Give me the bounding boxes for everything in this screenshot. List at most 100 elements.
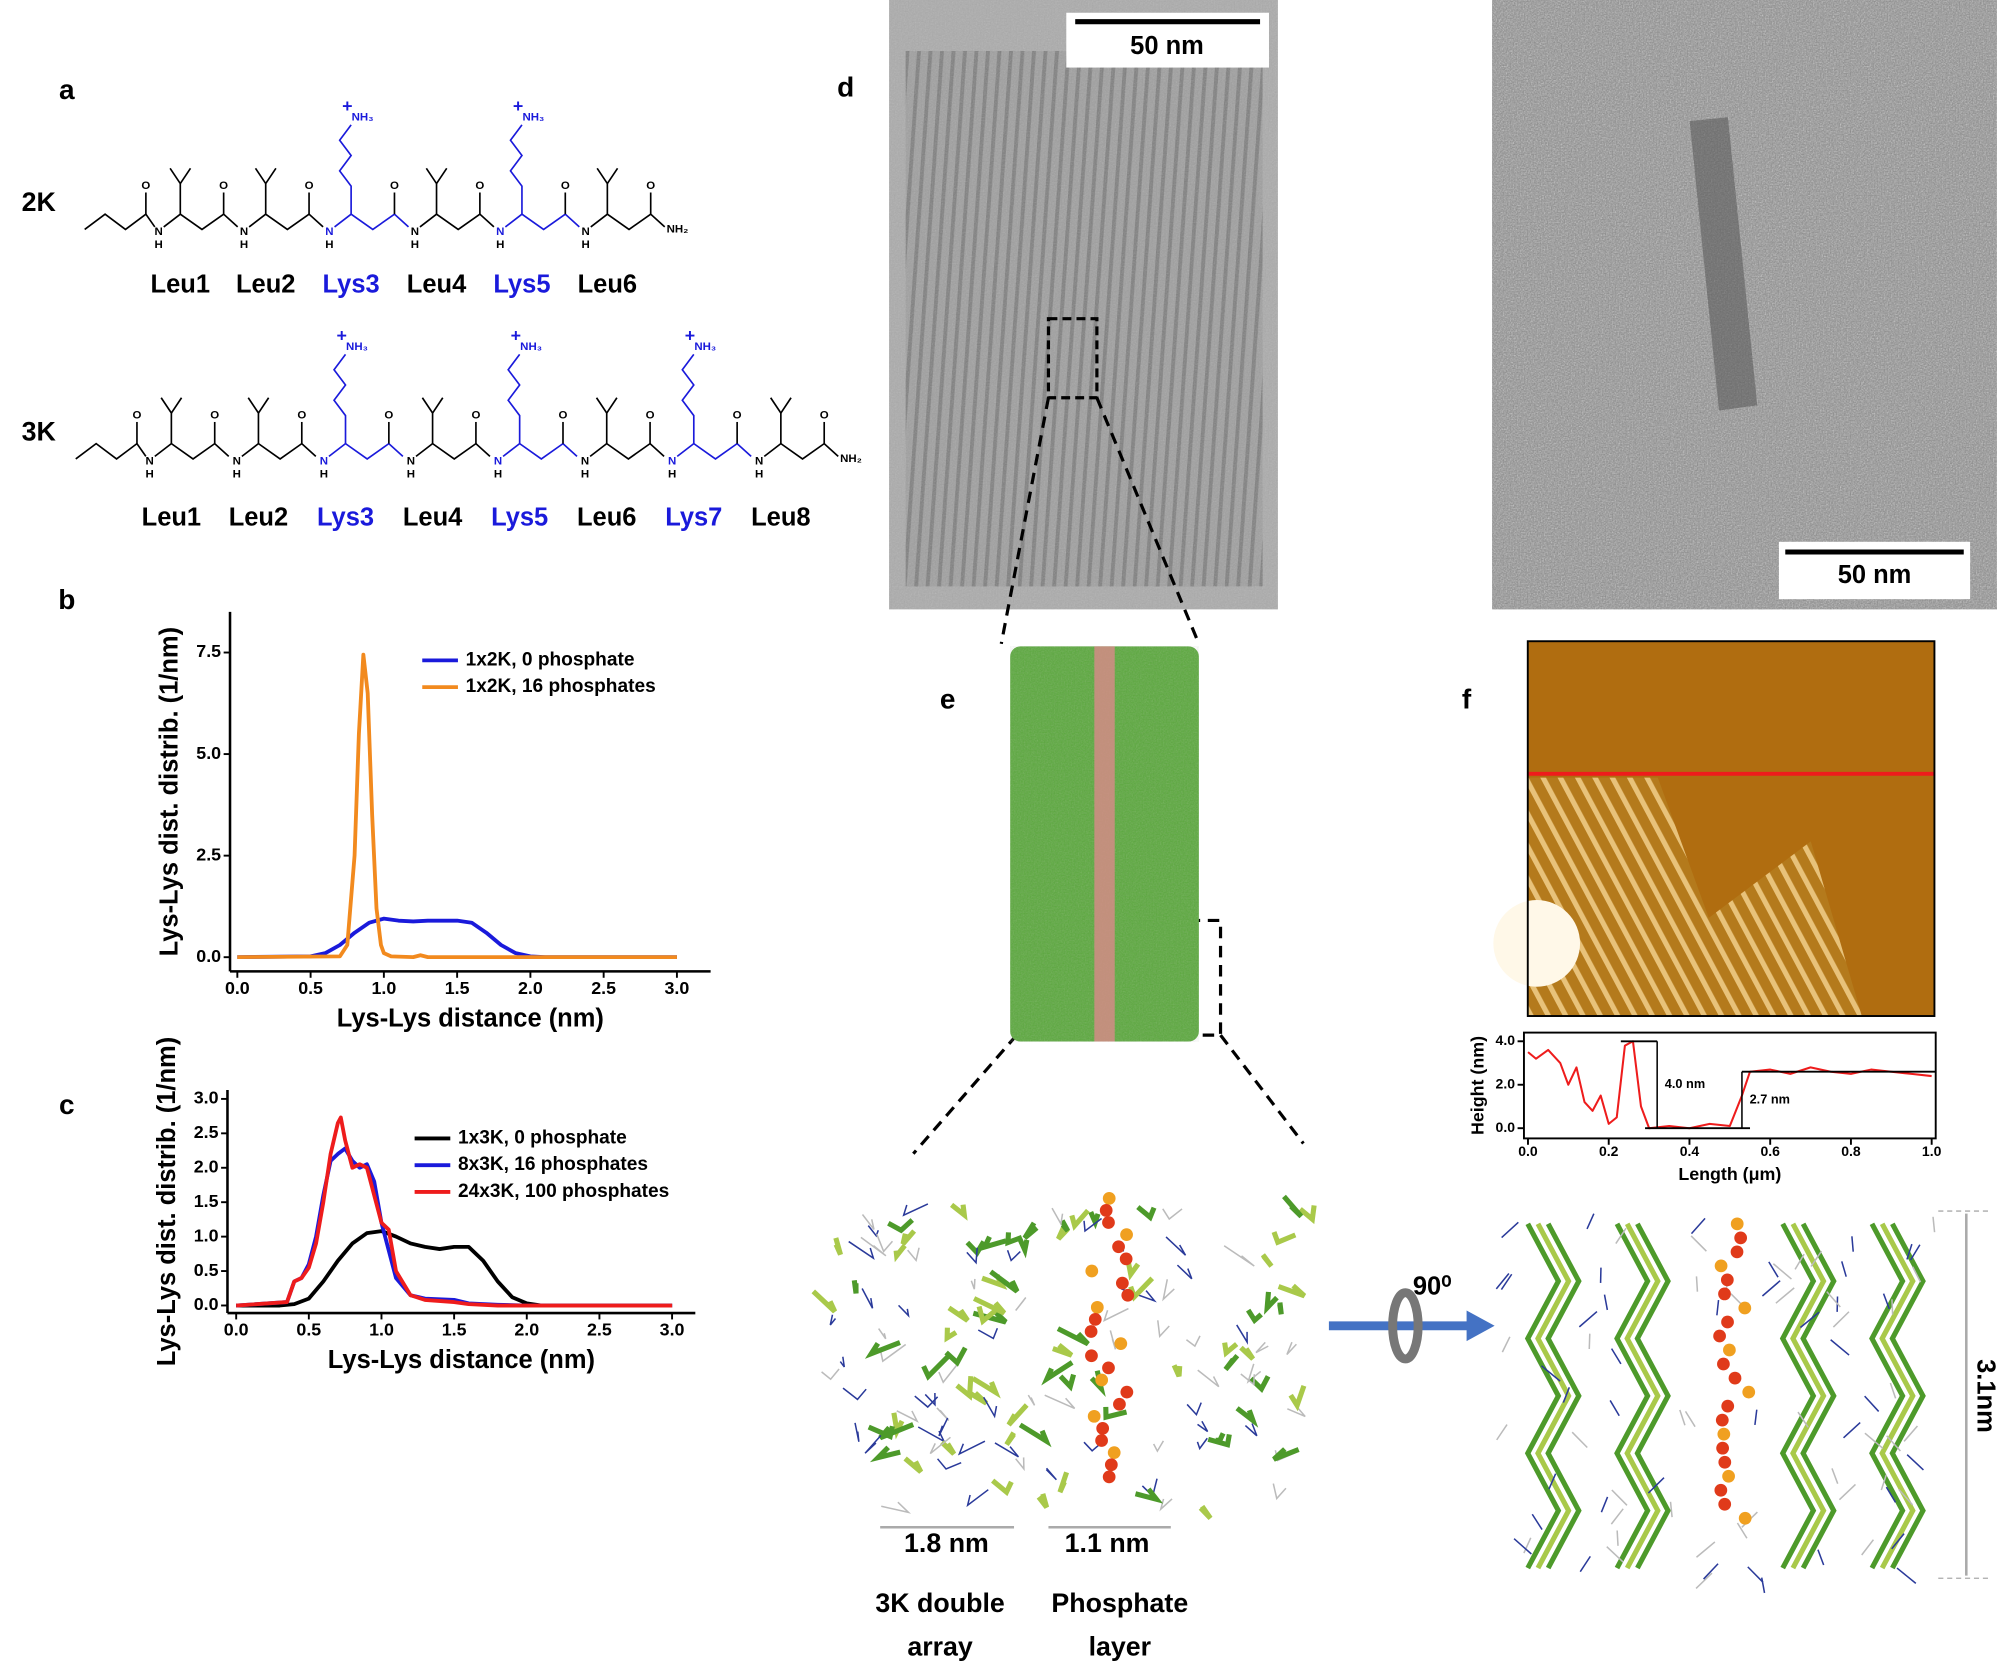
phosphate-atom	[1715, 1260, 1728, 1273]
stick	[1158, 1320, 1169, 1336]
atom-label: N	[411, 226, 419, 238]
bond	[248, 398, 258, 444]
atom-label: N	[496, 226, 504, 238]
stick	[888, 1220, 912, 1230]
y-axis-label: Lys-Lys dist. distrib. (1/nm)	[156, 627, 184, 956]
phosphate-atom	[1716, 1414, 1729, 1427]
panel-label: b	[58, 584, 75, 615]
side-chain	[1696, 1276, 1697, 1291]
y-tick-label: 4.0	[1496, 1032, 1516, 1048]
stick	[813, 1291, 834, 1311]
side-chain	[1611, 1509, 1623, 1524]
data-line	[236, 1231, 672, 1305]
bond	[607, 168, 617, 183]
stick	[984, 1397, 997, 1416]
y-axis-label: Lys-Lys dist. distrib. (1/nm)	[153, 1037, 181, 1366]
stick	[952, 1205, 965, 1215]
bond	[256, 168, 266, 214]
stick	[1198, 1421, 1208, 1431]
stick	[1060, 1375, 1073, 1387]
panel-label: c	[59, 1089, 75, 1120]
residue-label: Leu4	[407, 270, 467, 298]
atom-label: O	[559, 410, 568, 422]
stick	[924, 1357, 948, 1377]
stick	[1016, 1297, 1026, 1310]
stick	[1138, 1207, 1154, 1217]
stick	[995, 1443, 1019, 1457]
phosphate-atom	[1718, 1288, 1731, 1301]
stick	[865, 1436, 881, 1454]
atom-label: O	[219, 180, 228, 192]
side-chain	[1580, 1556, 1590, 1571]
residue-label: Leu6	[578, 270, 637, 298]
x-tick-label: 1.5	[442, 1320, 467, 1340]
atom-label: +	[511, 325, 521, 345]
md-model	[1010, 646, 1199, 1041]
bond	[597, 168, 607, 214]
atom-label: +	[685, 325, 695, 345]
bond	[781, 398, 791, 413]
atom-label: O	[384, 410, 393, 422]
side-chain	[1497, 1425, 1507, 1440]
stick	[897, 1411, 917, 1421]
atom-label: +	[336, 325, 346, 345]
x-tick-label: 1.0	[369, 1320, 394, 1340]
x-tick-label: 1.5	[445, 978, 470, 998]
stick	[905, 1459, 921, 1472]
residue-label: Lys5	[491, 504, 548, 532]
side-chain	[1776, 1288, 1794, 1303]
stick	[1300, 1205, 1314, 1219]
bond	[437, 168, 447, 183]
side-chain	[1605, 1295, 1608, 1310]
legend-label: 1x2K, 16 phosphates	[466, 676, 656, 697]
x-tick-label: 0.2	[1599, 1143, 1619, 1159]
phosphate-atom	[1718, 1498, 1731, 1511]
atom-label: N	[407, 456, 415, 468]
atom-label: H	[320, 468, 328, 480]
stick	[1241, 1348, 1253, 1359]
phosphate-atom	[1102, 1361, 1115, 1374]
panel-label: f	[1462, 684, 1472, 715]
y-tick-label: 0.0	[1496, 1119, 1516, 1135]
x-axis-label: Lys-Lys distance (nm)	[328, 1346, 595, 1374]
phosphate-atom	[1716, 1442, 1729, 1455]
x-axis-label: Lys-Lys distance (nm)	[337, 1005, 604, 1033]
bond	[682, 354, 693, 443]
side-chain	[1696, 1573, 1712, 1588]
atom-label: +	[342, 96, 352, 116]
strand	[1617, 1224, 1648, 1568]
phosphate-atom	[1096, 1422, 1109, 1435]
phosphate-atom	[1088, 1410, 1101, 1423]
side-chain	[1610, 1400, 1619, 1415]
phosphate-atom	[1742, 1386, 1755, 1399]
atom-label: N	[582, 226, 590, 238]
stick	[1008, 1250, 1021, 1260]
bond	[76, 444, 146, 459]
phosphate-atom	[1103, 1470, 1116, 1483]
side-chain	[1762, 1281, 1780, 1296]
residue-label: Lys5	[493, 270, 550, 298]
stick	[1161, 1499, 1172, 1509]
stick	[1025, 1223, 1037, 1238]
bond	[590, 444, 664, 459]
scale-bar-label: 50 nm	[1838, 561, 1912, 589]
panel-label: e	[940, 684, 956, 715]
x-tick-label: 3.0	[660, 1320, 685, 1340]
side-chain	[1907, 1455, 1923, 1470]
side-chain	[1691, 1218, 1705, 1233]
atom-label: NH₂	[667, 223, 689, 235]
stick	[1197, 1438, 1207, 1448]
phosphate-atom	[1095, 1374, 1108, 1387]
bond	[677, 444, 751, 459]
stick	[879, 1329, 886, 1339]
side-chain	[1671, 1502, 1673, 1517]
strand	[1872, 1224, 1903, 1568]
x-tick-label: 0.0	[1518, 1143, 1538, 1159]
bond	[85, 214, 155, 229]
atom-label: H	[325, 239, 333, 251]
side-chain	[1704, 1564, 1718, 1579]
side-chain	[1696, 1542, 1714, 1557]
bond	[505, 214, 579, 229]
phosphate-atom	[1739, 1512, 1752, 1525]
x-tick-label: 0.4	[1680, 1143, 1700, 1159]
